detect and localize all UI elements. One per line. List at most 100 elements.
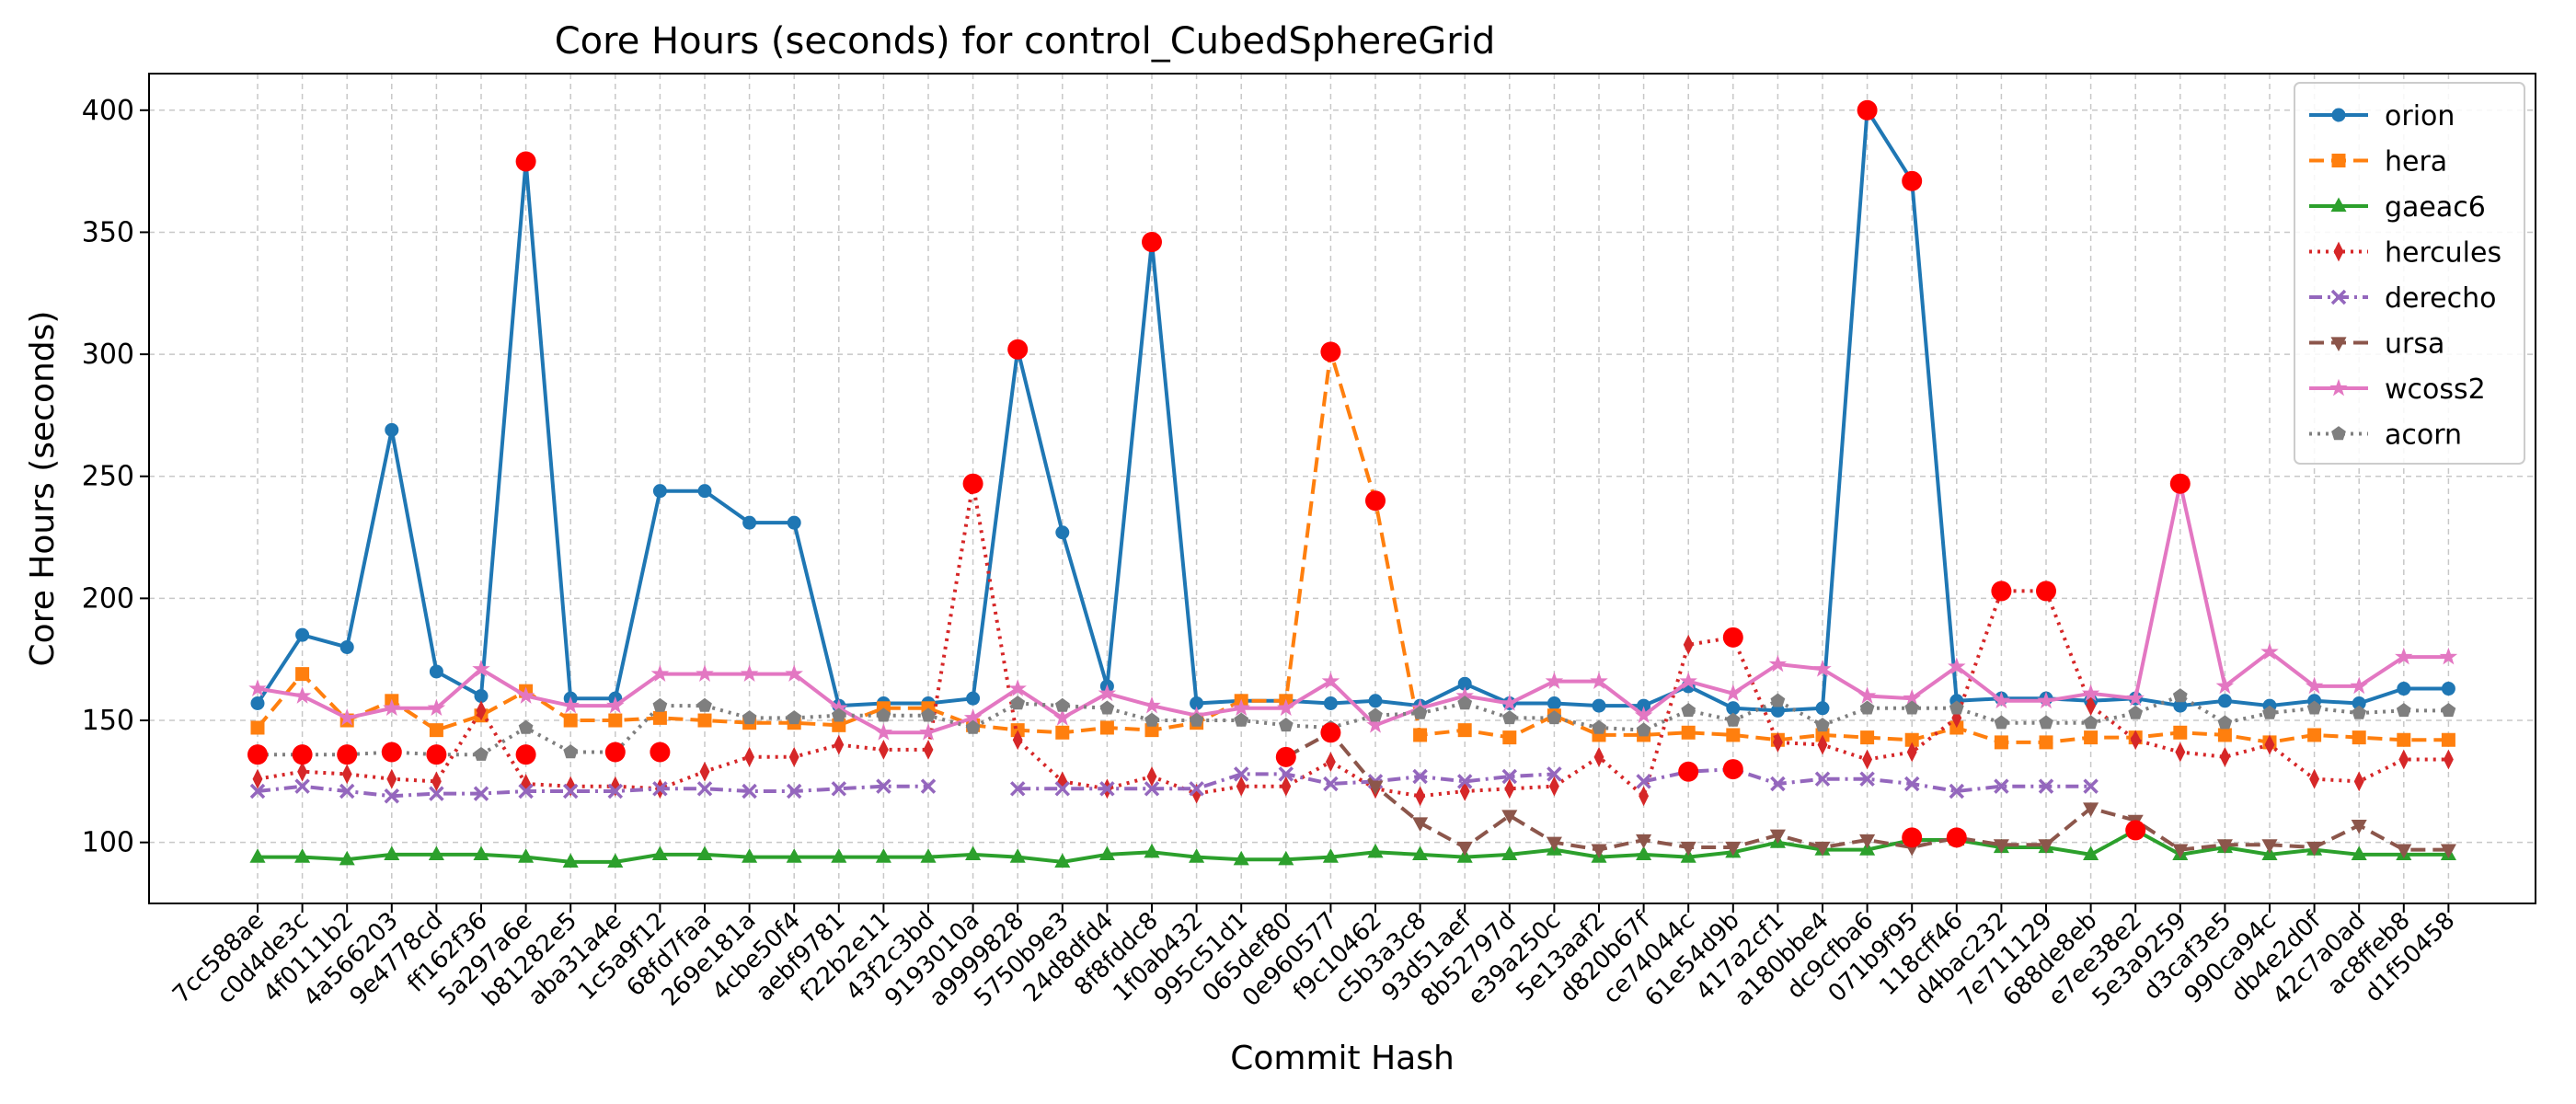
data-point xyxy=(1367,780,1384,796)
y-tick-label: 100 xyxy=(82,827,134,859)
data-point xyxy=(2331,108,2346,122)
highlight-point xyxy=(1857,99,1878,121)
data-point xyxy=(1994,735,2008,750)
data-point xyxy=(384,845,400,861)
highlight-point xyxy=(1722,627,1743,648)
data-point xyxy=(2398,749,2409,770)
data-point xyxy=(2215,676,2235,695)
data-point xyxy=(1012,730,1023,751)
data-point xyxy=(1592,698,1606,713)
data-point xyxy=(2443,749,2454,770)
data-point xyxy=(2217,728,2232,742)
data-point xyxy=(876,778,891,794)
data-point xyxy=(2128,705,2144,719)
data-point xyxy=(2260,642,2279,661)
legend-item-ursa: ursa xyxy=(2309,328,2444,361)
legend-item-wcoss2: wcoss2 xyxy=(2309,374,2486,406)
series-acorn xyxy=(250,688,2456,761)
data-point xyxy=(2330,197,2347,213)
highlight-point xyxy=(650,742,671,763)
data-point xyxy=(1817,734,1828,755)
data-point xyxy=(920,778,937,794)
y-tick-label: 200 xyxy=(82,582,134,615)
data-point xyxy=(1189,848,1205,863)
data-point xyxy=(1859,834,1876,849)
y-tick-label: 400 xyxy=(82,95,134,127)
data-point xyxy=(473,845,489,861)
y-tick-label: 250 xyxy=(82,461,134,493)
data-point xyxy=(2083,778,2099,794)
data-point xyxy=(2083,802,2099,817)
series-line xyxy=(257,481,2449,735)
data-point xyxy=(250,720,265,735)
legend-label: hera xyxy=(2385,146,2447,178)
data-point xyxy=(1457,723,1472,738)
plot-frame xyxy=(148,73,2536,904)
data-point xyxy=(2352,730,2366,745)
legend-item-derecho: derecho xyxy=(2309,282,2497,315)
data-point xyxy=(2441,732,2455,747)
data-point xyxy=(1501,845,1518,861)
data-point xyxy=(2083,845,2099,861)
legend-label: gaeac6 xyxy=(2385,191,2486,224)
data-point xyxy=(1948,657,1966,674)
data-point xyxy=(1232,698,1250,717)
data-point xyxy=(2173,725,2188,740)
data-point xyxy=(1681,725,1696,740)
data-point xyxy=(697,697,712,712)
data-point xyxy=(2038,839,2054,854)
data-point xyxy=(742,848,758,863)
data-point xyxy=(650,664,670,682)
data-point xyxy=(1725,712,1741,727)
data-point xyxy=(1144,843,1160,858)
data-point xyxy=(1768,654,1788,673)
data-point xyxy=(2219,746,2230,767)
highlight-point xyxy=(1365,490,1386,512)
data-point xyxy=(1593,746,1604,767)
data-point xyxy=(1098,684,1117,702)
data-point xyxy=(2175,742,2186,763)
data-point xyxy=(1547,710,1562,725)
data-point xyxy=(876,707,891,722)
data-point xyxy=(1951,707,1962,729)
data-point xyxy=(1591,844,1607,859)
data-point xyxy=(1772,731,1783,753)
data-point xyxy=(1501,768,1518,785)
series-line xyxy=(257,481,2449,799)
data-point xyxy=(874,722,893,741)
highlight-point xyxy=(1991,581,2012,602)
data-point xyxy=(697,713,712,728)
series-line xyxy=(258,828,2449,864)
legend-box xyxy=(2294,82,2525,465)
data-point xyxy=(338,708,356,726)
series-derecho xyxy=(249,761,2099,804)
highlight-point xyxy=(2125,820,2146,841)
data-point xyxy=(429,664,443,679)
data-point xyxy=(1993,839,2009,854)
highlight-point xyxy=(247,744,268,765)
data-point xyxy=(2038,778,2054,794)
data-point xyxy=(699,761,710,782)
data-point xyxy=(1412,768,1428,785)
data-point xyxy=(341,764,352,785)
data-point xyxy=(1009,781,1026,797)
data-point xyxy=(607,853,624,868)
data-point xyxy=(1321,672,1340,689)
data-point xyxy=(2086,696,2097,717)
data-point xyxy=(1501,810,1518,824)
data-point xyxy=(1189,781,1204,797)
data-point xyxy=(1456,774,1473,789)
y-tick-label: 150 xyxy=(82,705,134,737)
legend-item-orion: orion xyxy=(2309,100,2455,132)
data-point xyxy=(607,783,624,799)
data-point xyxy=(2440,844,2456,859)
data-point xyxy=(2330,289,2347,305)
data-point xyxy=(2331,154,2346,167)
data-point xyxy=(965,845,982,861)
data-point xyxy=(2081,684,2100,702)
data-point xyxy=(787,515,801,530)
data-point xyxy=(1726,701,1741,716)
data-point xyxy=(1055,725,1070,740)
data-point xyxy=(295,667,310,682)
